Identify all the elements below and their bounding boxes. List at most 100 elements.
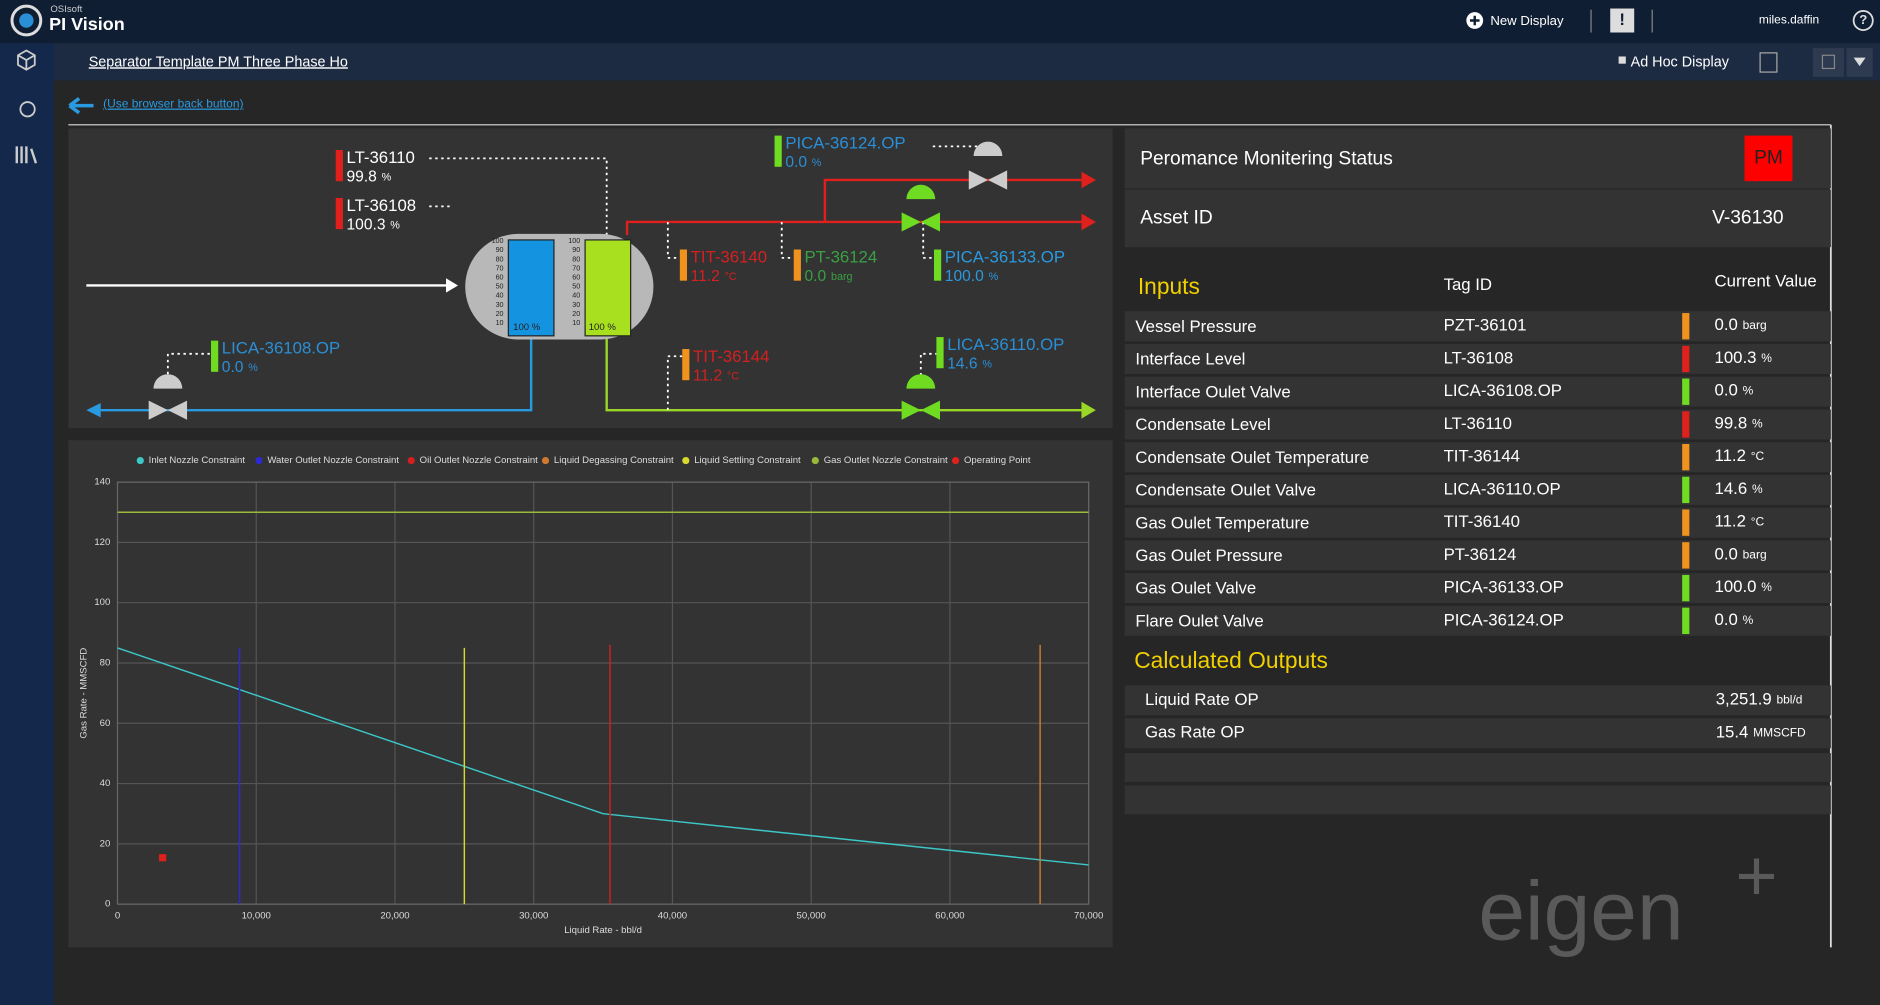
- status-bar: [1682, 607, 1690, 635]
- output-row: [1124, 718, 1831, 749]
- oil-compartment: [584, 239, 632, 337]
- input-value-unit: barg: [1743, 548, 1767, 562]
- gauge-scale: 70: [572, 263, 580, 272]
- output-value-number: 3,251.9: [1716, 690, 1772, 709]
- y-tick-label: 80: [100, 658, 111, 669]
- status-bar: [211, 340, 219, 372]
- display-name[interactable]: Separator Template PM Three Phase Ho: [89, 54, 348, 70]
- input-value-unit: %: [1761, 351, 1772, 365]
- sidebar-icon[interactable]: [19, 101, 36, 118]
- tag-value-unit: °C: [725, 271, 737, 283]
- save-button[interactable]: [1812, 48, 1845, 77]
- gauge-scale: 10: [572, 318, 580, 327]
- input-value-number: 100.3: [1715, 348, 1757, 367]
- legend-swatch: [541, 456, 550, 465]
- tag-value: 0.0%: [222, 359, 258, 376]
- output-value: 15.4 MMSCFD: [1716, 723, 1806, 742]
- input-value-unit: °C: [1751, 449, 1765, 463]
- sidebar-icon[interactable]: [15, 146, 38, 164]
- gauge-scale: 30: [572, 300, 580, 309]
- y-tick-label: 60: [100, 718, 111, 729]
- input-value: 0.0%: [1715, 610, 1754, 629]
- input-value: 11.2 °C: [1715, 512, 1765, 531]
- input-name: Gas Oulet Temperature: [1135, 513, 1309, 532]
- gauge-scale: 50: [496, 282, 504, 291]
- input-value-unit: °C: [1751, 515, 1765, 529]
- x-tick-label: 50,000: [797, 911, 826, 922]
- tag-value: 14.6%: [947, 356, 992, 373]
- status-bar: [335, 197, 343, 230]
- input-tag: PICA-36124.OP: [1444, 610, 1564, 629]
- input-value-number: 0.0: [1715, 381, 1738, 400]
- pm-badge: [1744, 135, 1793, 182]
- x-tick-label: 40,000: [658, 911, 687, 922]
- input-row: [1124, 540, 1831, 571]
- input-tag: PT-36124: [1444, 545, 1517, 564]
- alert-icon[interactable]: [1610, 8, 1635, 33]
- help[interactable]: ?: [1859, 12, 1867, 27]
- input-row: [1124, 376, 1831, 407]
- gauge-scale: 40: [496, 291, 504, 300]
- value-header: Current Value: [1715, 271, 1817, 290]
- tag-value-unit: %: [812, 157, 822, 169]
- input-tag: LICA-36108.OP: [1444, 381, 1562, 400]
- inputs-title: Inputs: [1138, 273, 1200, 299]
- input-value-number: 0.0: [1715, 545, 1738, 564]
- back-link[interactable]: (Use browser back button): [103, 97, 243, 111]
- tag-value-unit: %: [248, 362, 258, 374]
- input-value-unit: %: [1752, 417, 1763, 431]
- input-name: Interface Oulet Valve: [1135, 382, 1290, 401]
- gauge-scale: 20: [496, 309, 504, 318]
- gauge-scale: 80: [572, 254, 580, 263]
- sidebar-icon[interactable]: [17, 49, 36, 71]
- input-name: Vessel Pressure: [1135, 317, 1256, 336]
- gauge-scale: 90: [572, 245, 580, 254]
- tag-name: LICA-36110.OP: [947, 335, 1064, 354]
- series-line: [117, 647, 1089, 866]
- back-arrow[interactable]: [68, 97, 94, 115]
- gauge-scale: 100: [568, 236, 580, 245]
- brand-small: OSIsoft: [50, 4, 82, 15]
- input-value: 0.0 barg: [1715, 316, 1767, 335]
- input-name: Interface Level: [1135, 350, 1245, 369]
- tag-value-number: 0.0: [785, 154, 807, 171]
- checkbox[interactable]: [1618, 56, 1626, 64]
- tag-value-unit: %: [989, 271, 999, 283]
- brand: PI Vision: [49, 14, 125, 34]
- y-tick-label: 100: [94, 597, 110, 608]
- input-tag: PICA-36133.OP: [1444, 578, 1564, 597]
- x-axis-label: Liquid Rate - bbl/d: [564, 925, 642, 936]
- input-tag: TIT-36140: [1444, 512, 1520, 531]
- x-tick-label: 70,000: [1074, 911, 1103, 922]
- empty-row: [1124, 753, 1831, 782]
- tag-name: TIT-36144: [693, 347, 769, 366]
- gauge-level: 100 %: [589, 322, 617, 333]
- tag-value-unit: %: [390, 219, 400, 231]
- asset-row: [1124, 189, 1831, 248]
- tag-value-number: 0.0: [222, 359, 244, 376]
- y-tick-label: 0: [105, 899, 110, 910]
- input-value-unit: %: [1752, 482, 1763, 496]
- toolbar-icon[interactable]: [1759, 52, 1778, 73]
- input-value-unit: %: [1743, 384, 1754, 398]
- y-axis-label: Gas Rate - MMSCFD: [78, 648, 89, 739]
- input-name: Condensate Level: [1135, 415, 1270, 434]
- input-name: Gas Oulet Valve: [1135, 579, 1256, 598]
- legend-label: Gas Outlet Nozzle Constraint: [824, 455, 948, 466]
- tag-value: 100.3%: [347, 217, 401, 234]
- logo: [10, 4, 43, 37]
- x-tick-label: 30,000: [519, 911, 548, 922]
- tag-value: 100.0%: [945, 268, 999, 285]
- tag-value-number: 100.0: [945, 268, 984, 285]
- valves: [148, 141, 1008, 420]
- gauge-scale: 30: [496, 300, 504, 309]
- input-value: 11.2 °C: [1715, 447, 1765, 466]
- legend-label: Oil Outlet Nozzle Constraint: [420, 455, 539, 466]
- new-display[interactable]: New Display: [1490, 13, 1564, 28]
- input-tag: LT-36108: [1444, 348, 1514, 367]
- legend-swatch: [811, 456, 819, 465]
- help-icon[interactable]: [1852, 10, 1874, 32]
- ad-hoc-display[interactable]: Ad Hoc Display: [1631, 54, 1730, 70]
- input-value: 99.8%: [1715, 414, 1763, 433]
